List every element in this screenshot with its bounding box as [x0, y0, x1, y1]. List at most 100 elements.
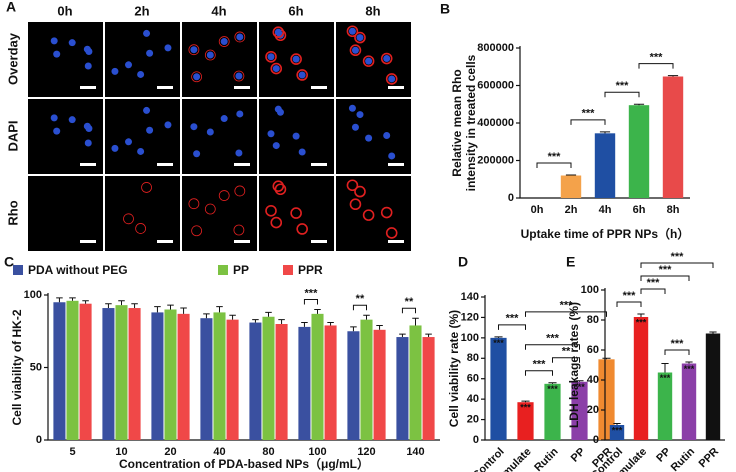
- rho-signal: [346, 25, 359, 38]
- rho-signal: [385, 73, 398, 85]
- significance-bracket: [604, 91, 640, 98]
- scale-bar: [80, 163, 96, 166]
- rho-signal: [272, 26, 285, 38]
- micrograph: [182, 176, 257, 251]
- nucleus: [190, 46, 198, 54]
- nucleus: [274, 28, 282, 36]
- y-tick-label: 80: [587, 314, 599, 326]
- significance-label: ***: [506, 313, 520, 325]
- error-bar: [301, 322, 308, 327]
- rho-signal: [380, 206, 393, 219]
- bar-label: ***: [520, 403, 531, 413]
- bar: [705, 333, 721, 440]
- nucleus: [164, 44, 172, 52]
- bar: [151, 312, 164, 440]
- error-bar: [548, 382, 557, 384]
- rho-signal: [354, 31, 366, 44]
- error-bar: [105, 303, 112, 309]
- nucleus: [292, 55, 300, 63]
- column-label: 6h: [288, 3, 303, 18]
- error-bar: [363, 314, 370, 320]
- significance-bracket: [552, 357, 580, 363]
- x-tick-label: 6h: [633, 204, 646, 216]
- nucleus: [272, 142, 280, 150]
- error-bar: [350, 326, 357, 332]
- significance-bracket: [570, 119, 606, 125]
- legend-label: PDA without PEG: [28, 263, 128, 277]
- y-tick-label: 600000: [477, 79, 514, 91]
- nucleus: [50, 114, 58, 122]
- significance-label: ***: [623, 290, 637, 302]
- bar: [177, 313, 190, 440]
- bar: [360, 319, 373, 440]
- bar: [347, 331, 360, 440]
- bar: [571, 381, 588, 440]
- nucleus: [84, 139, 92, 147]
- rho-signal: [218, 190, 230, 201]
- y-tick-label: 0: [36, 434, 42, 446]
- error-bar: [521, 400, 530, 403]
- y-tick-label: 800000: [477, 42, 514, 54]
- nucleus: [137, 70, 145, 78]
- panel-label: B: [440, 1, 450, 17]
- bar: [249, 322, 262, 440]
- scale-bar: [234, 163, 250, 166]
- y-axis-label: Cell viability of HK-2: [10, 309, 24, 425]
- y-tick-label: 400000: [477, 117, 514, 129]
- bar-label: ***: [660, 373, 671, 383]
- bar-label: ***: [547, 384, 558, 394]
- significance-label: **: [562, 346, 571, 358]
- error-bar: [252, 319, 259, 323]
- significance-bracket: [638, 63, 674, 69]
- bar: [226, 319, 239, 440]
- bar-label: ***: [684, 364, 695, 374]
- bar: [275, 324, 288, 440]
- nucleus: [388, 152, 396, 160]
- bar-label: ***: [493, 338, 504, 348]
- y-tick-label: 100: [461, 332, 479, 344]
- error-bar: [613, 423, 621, 425]
- rho-signal: [218, 36, 230, 47]
- legend-label: PP: [233, 263, 249, 277]
- error-bar: [154, 306, 161, 313]
- panel-label: C: [4, 254, 14, 270]
- legend-label: PPR: [298, 263, 323, 277]
- scale-bar: [388, 163, 404, 166]
- bar: [324, 325, 337, 440]
- significance-bracket: [640, 262, 714, 268]
- column-label: 8h: [365, 3, 380, 18]
- significance-bracket: [525, 344, 580, 350]
- error-bar: [216, 306, 223, 313]
- nucleus: [68, 39, 76, 47]
- legend-swatch: [218, 265, 228, 275]
- row-label: Overday: [5, 32, 20, 85]
- panel-label: D: [458, 254, 468, 270]
- x-tick-label: Rutin: [532, 445, 561, 472]
- significance-label: ***: [659, 264, 673, 276]
- nucleus: [53, 127, 61, 135]
- error-bar: [709, 331, 717, 334]
- x-tick-label: 20: [164, 446, 176, 458]
- nucleus: [125, 138, 133, 146]
- x-tick-label: Rutin: [669, 445, 698, 472]
- y-axis-label: intensity in treated cells: [464, 54, 478, 191]
- nucleus: [383, 132, 391, 140]
- nucleus: [235, 72, 243, 80]
- micrograph: [105, 99, 180, 174]
- y-tick-label: 80: [467, 352, 479, 364]
- error-bar: [376, 324, 383, 330]
- bar-label: ***: [636, 317, 647, 327]
- error-bar: [565, 174, 577, 176]
- micrograph: [28, 99, 103, 174]
- rho-signal: [204, 49, 216, 61]
- y-tick-label: 140: [461, 291, 479, 303]
- bar: [681, 363, 697, 440]
- bar: [373, 329, 386, 440]
- error-bar: [602, 357, 611, 360]
- nucleus: [365, 57, 373, 65]
- nucleus: [50, 37, 58, 45]
- error-bar: [412, 317, 419, 326]
- micrograph: [182, 99, 257, 174]
- y-tick-label: 40: [467, 393, 479, 405]
- micrograph: [259, 176, 334, 251]
